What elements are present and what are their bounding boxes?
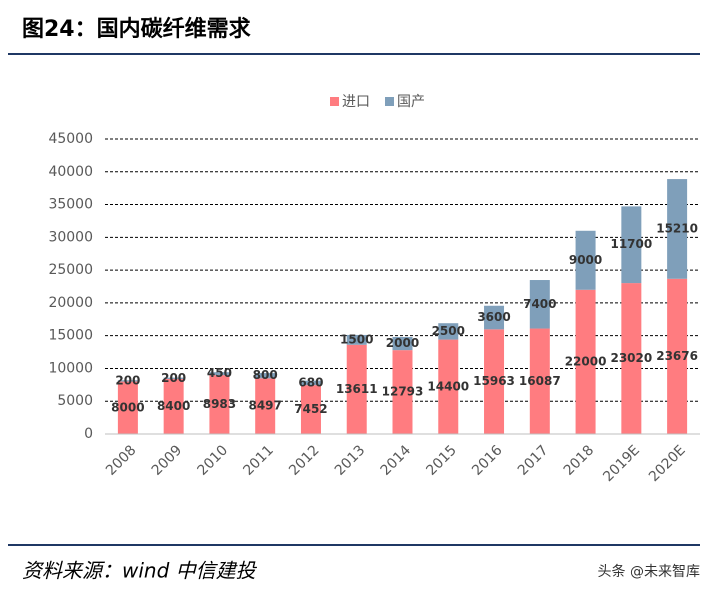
bar-segment — [117, 380, 138, 382]
value-label: 14400 — [427, 379, 469, 393]
x-tick-label: 2015 — [423, 442, 460, 479]
value-label: 1500 — [340, 332, 373, 346]
value-label: 12793 — [382, 385, 424, 399]
bar-segment — [209, 375, 230, 434]
bar-segment — [255, 378, 276, 434]
y-tick-label: 15000 — [48, 328, 93, 344]
bar-segment — [484, 305, 505, 330]
value-label: 9000 — [569, 253, 602, 267]
legend-label: 进口 — [342, 94, 370, 110]
y-tick-label: 30000 — [48, 229, 93, 245]
value-label: 8983 — [203, 397, 236, 411]
value-label: 11700 — [610, 237, 652, 251]
value-label: 8400 — [157, 399, 190, 413]
value-label: 16087 — [519, 374, 561, 388]
x-tick-label: 2017 — [515, 442, 552, 479]
x-tick-label: 2008 — [103, 442, 140, 479]
bar-segment — [392, 337, 413, 351]
bar-segment — [484, 329, 505, 434]
bar-segment — [438, 339, 459, 434]
x-tick-label: 2012 — [286, 442, 323, 479]
value-label: 450 — [207, 366, 232, 380]
value-label: 23676 — [656, 349, 698, 363]
chart-title: 图24：国内碳纤维需求 — [22, 16, 251, 42]
value-label: 7452 — [294, 402, 327, 416]
bar-segment — [255, 373, 276, 379]
x-tick-label: 2009 — [149, 442, 186, 479]
bar-segment — [529, 328, 550, 434]
x-tick-label: 2014 — [378, 442, 415, 479]
legend-label: 国产 — [397, 94, 425, 110]
x-tick-label: 2011 — [240, 442, 277, 479]
bar-segment — [667, 179, 688, 279]
x-tick-label: 2019E — [600, 442, 643, 485]
value-label: 200 — [161, 371, 186, 385]
plot: 0 5000 10000 15000 20000 25000 30000 35000 40000… — [48, 94, 700, 485]
value-label: 8497 — [248, 399, 281, 413]
source: 资料来源：wind 中信建投 — [22, 559, 258, 583]
value-label: 15963 — [473, 374, 515, 388]
y-tick-label: 25000 — [48, 262, 93, 278]
bar-segment — [117, 381, 138, 434]
x-tick-label: 2010 — [195, 442, 232, 479]
value-label: 800 — [253, 368, 278, 382]
bar-segment — [163, 377, 184, 379]
value-label: 15210 — [656, 221, 698, 235]
bar-segment — [346, 344, 367, 434]
x-tick-label: 2018 — [561, 442, 598, 479]
value-label: 2500 — [432, 324, 465, 338]
bar-segment — [575, 289, 596, 434]
bar-segment — [529, 280, 550, 329]
x-tick-label: 2016 — [469, 442, 506, 479]
bar-segment — [300, 380, 321, 386]
bar-segment — [667, 278, 688, 434]
value-label: 3600 — [477, 310, 510, 324]
bar-segment — [392, 350, 413, 434]
y-tick-label: 35000 — [48, 197, 93, 213]
y-tick-label: 45000 — [48, 131, 93, 147]
value-label: 680 — [298, 375, 323, 389]
bar-segment — [346, 334, 367, 345]
y-tick-label: 10000 — [48, 360, 93, 376]
y-tick-label: 20000 — [48, 295, 93, 311]
value-label: 8000 — [111, 400, 144, 414]
bar-segment — [575, 230, 596, 290]
bar-segment — [621, 206, 642, 284]
value-label: 22000 — [565, 354, 607, 368]
legend-swatch — [385, 97, 394, 106]
watermark: 头条 @未来智库 — [598, 563, 700, 580]
legend-swatch — [330, 97, 339, 106]
y-tick-label: 0 — [84, 426, 93, 442]
bar-segment — [438, 323, 459, 340]
x-tick-label: 2013 — [332, 442, 369, 479]
bar-segment — [209, 372, 230, 376]
value-label: 13611 — [336, 382, 378, 396]
value-label: 7400 — [523, 297, 556, 311]
value-label: 2000 — [386, 336, 419, 350]
value-label: 23020 — [610, 351, 652, 365]
y-tick-label: 5000 — [57, 393, 93, 409]
bar-segment — [300, 385, 321, 434]
y-tick-label: 40000 — [48, 164, 93, 180]
value-label: 200 — [115, 373, 140, 387]
bar-segment — [163, 378, 184, 434]
bar-segment — [621, 283, 642, 434]
x-tick-label: 2020E — [646, 442, 689, 485]
